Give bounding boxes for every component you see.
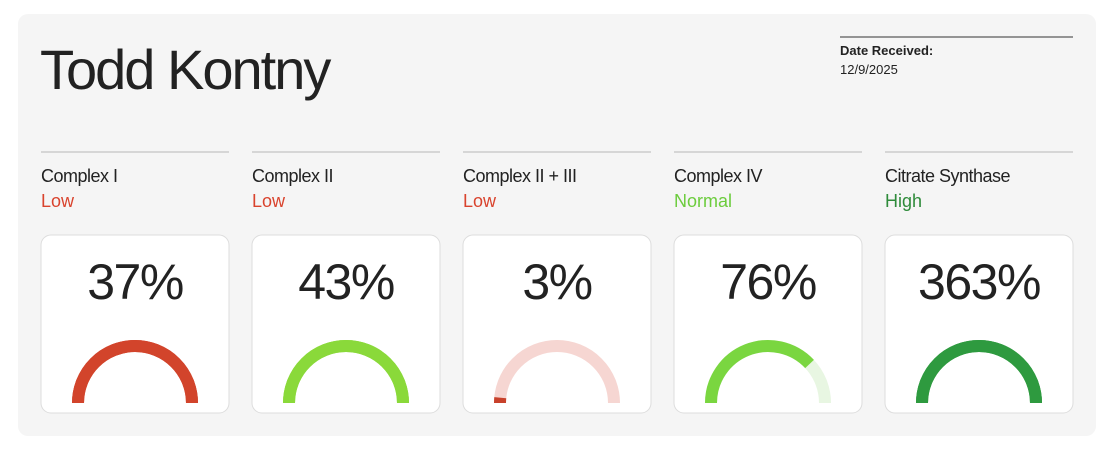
card-title: Complex IV: [674, 166, 763, 186]
card-title: Complex II: [252, 166, 333, 186]
card-value: 43%: [298, 254, 394, 310]
card-title: Complex I: [41, 166, 118, 186]
card-value: 37%: [87, 254, 183, 310]
card-status: Low: [41, 191, 75, 211]
card-status: Low: [252, 191, 286, 211]
date-label: Date Received:: [840, 43, 933, 58]
card-status: Low: [463, 191, 497, 211]
card-value: 3%: [522, 254, 591, 310]
card-value: 76%: [720, 254, 816, 310]
card-title: Complex II + III: [463, 166, 577, 186]
patient-name: Todd Kontny: [40, 38, 331, 101]
card-title: Citrate Synthase: [885, 166, 1011, 186]
card-status: Normal: [674, 191, 732, 211]
card-value: 363%: [918, 254, 1040, 310]
card-status: High: [885, 191, 922, 211]
date-value: 12/9/2025: [840, 62, 898, 77]
